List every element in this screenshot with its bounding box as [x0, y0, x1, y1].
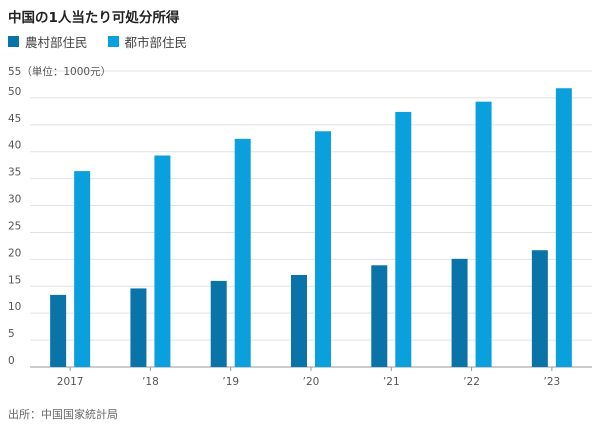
x-tick-label: ’23 [544, 376, 561, 388]
y-tick-label: 15 [8, 274, 21, 286]
legend-swatch-urban [107, 36, 119, 47]
x-tick-label: 2017 [57, 376, 84, 388]
y-tick-label: 30 [8, 194, 21, 206]
y-tick-label: 0 [8, 355, 15, 367]
y-tick-label: 45 [8, 113, 21, 125]
legend-label-rural: 農村部住民 [25, 35, 88, 50]
legend-swatch-rural [8, 36, 19, 47]
bar-urban [475, 101, 492, 367]
bar-rural [531, 250, 548, 367]
bar-urban [154, 155, 171, 367]
x-tick-label: ’18 [142, 376, 159, 388]
legend: 農村部住民 都市部住民 [8, 32, 187, 51]
bar-urban [555, 88, 572, 368]
bar-urban [74, 171, 91, 367]
x-tick-label: ’22 [463, 376, 480, 388]
source-note: 出所：中国国家統計局 [8, 408, 118, 421]
x-tick-label: ’21 [383, 376, 400, 388]
y-tick-label: 40 [8, 140, 21, 152]
y-tick-label: 25 [8, 220, 21, 232]
bar-rural [210, 280, 227, 367]
y-tick-label: 50 [8, 86, 21, 98]
bar-rural [371, 265, 388, 367]
chart-title: 中国の1人当たり可処分所得 [8, 10, 180, 26]
bar-rural [451, 258, 468, 367]
x-tick-label: ’20 [303, 376, 320, 388]
x-tick-label: ’19 [222, 376, 239, 388]
bar-urban [234, 138, 251, 367]
bar-urban [395, 111, 412, 367]
bar-rural [50, 294, 67, 367]
bar-rural [291, 274, 307, 367]
bar-rural [130, 288, 147, 367]
legend-item-rural: 農村部住民 [8, 32, 88, 51]
y-tick-label: 5 [8, 328, 15, 340]
bar-urban [315, 131, 331, 367]
legend-item-urban: 都市部住民 [107, 32, 188, 51]
y-tick-label: 35 [8, 167, 21, 179]
y-tick-label: 10 [8, 301, 21, 313]
legend-label-urban: 都市部住民 [124, 35, 188, 50]
y-tick-label-unit: 55（単位：1000元） [8, 65, 111, 78]
y-tick-label: 20 [8, 247, 21, 259]
